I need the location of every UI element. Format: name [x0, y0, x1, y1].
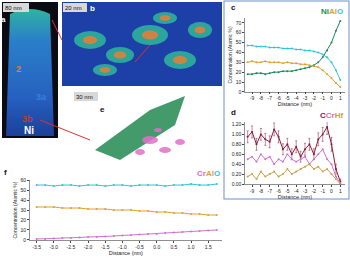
svg-text:-1.5: -1.5 [101, 244, 110, 250]
svg-text:-7: -7 [267, 188, 272, 194]
svg-text:50: 50 [236, 39, 242, 45]
svg-text:-9: -9 [250, 95, 255, 101]
svg-text:e: e [100, 105, 105, 114]
svg-text:Ni: Ni [24, 125, 34, 136]
svg-text:-2.0: -2.0 [84, 244, 93, 250]
svg-text:CCrHf: CCrHf [320, 111, 343, 120]
svg-text:80 nm: 80 nm [5, 5, 22, 11]
svg-text:-9: -9 [250, 188, 255, 194]
svg-text:-4: -4 [294, 95, 299, 101]
svg-text:0.40: 0.40 [232, 161, 242, 167]
svg-text:0.00: 0.00 [232, 181, 242, 187]
svg-text:3a: 3a [36, 92, 47, 102]
svg-text:0: 0 [330, 95, 333, 101]
svg-text:1.20: 1.20 [232, 121, 242, 127]
svg-text:2: 2 [16, 64, 21, 74]
svg-text:20: 20 [236, 69, 242, 75]
svg-text:40: 40 [236, 49, 242, 55]
svg-text:-8: -8 [259, 188, 264, 194]
svg-text:0.0: 0.0 [153, 244, 160, 250]
svg-text:-2: -2 [312, 95, 317, 101]
svg-text:60: 60 [21, 177, 27, 183]
svg-text:c: c [231, 3, 236, 12]
svg-text:0.80: 0.80 [232, 141, 242, 147]
svg-text:0: 0 [23, 237, 26, 243]
svg-text:1: 1 [339, 188, 342, 194]
svg-text:d: d [231, 108, 236, 117]
svg-text:CrAlO: CrAlO [197, 169, 220, 178]
svg-text:-4: -4 [294, 188, 299, 194]
svg-text:10: 10 [21, 227, 27, 233]
svg-text:-5: -5 [285, 95, 290, 101]
svg-text:60: 60 [236, 29, 242, 35]
svg-text:Distance (nm): Distance (nm) [109, 250, 143, 256]
svg-text:10: 10 [236, 79, 242, 85]
svg-text:-3.0: -3.0 [49, 244, 58, 250]
svg-text:0.20: 0.20 [232, 171, 242, 177]
svg-text:0: 0 [330, 188, 333, 194]
svg-text:-1.0: -1.0 [118, 244, 127, 250]
svg-text:1.5: 1.5 [205, 244, 212, 250]
svg-text:-2.5: -2.5 [67, 244, 76, 250]
svg-text:Distance (nm): Distance (nm) [278, 101, 312, 107]
svg-text:-6: -6 [276, 188, 281, 194]
svg-text:70: 70 [236, 20, 242, 26]
svg-text:-3: -3 [303, 188, 308, 194]
svg-text:30: 30 [236, 59, 242, 65]
svg-text:-7: -7 [267, 95, 272, 101]
svg-text:3b: 3b [22, 114, 33, 124]
svg-text:40: 40 [21, 197, 27, 203]
svg-text:-1: -1 [320, 188, 325, 194]
svg-text:30 nm: 30 nm [76, 94, 93, 100]
svg-text:a: a [1, 15, 6, 24]
svg-text:Distance (nm): Distance (nm) [278, 194, 312, 200]
svg-text:-3.5: -3.5 [32, 244, 41, 250]
svg-text:1.0: 1.0 [188, 244, 195, 250]
svg-text:Concentration (Atomic %): Concentration (Atomic %) [12, 181, 18, 238]
svg-text:1: 1 [339, 95, 342, 101]
svg-text:0: 0 [239, 89, 242, 95]
svg-text:50: 50 [21, 187, 27, 193]
svg-text:-0.5: -0.5 [135, 244, 144, 250]
svg-text:30: 30 [21, 207, 27, 213]
svg-text:-8: -8 [259, 95, 264, 101]
svg-text:0.60: 0.60 [232, 151, 242, 157]
svg-text:1.00: 1.00 [232, 131, 242, 137]
svg-text:-3: -3 [303, 95, 308, 101]
svg-text:-6: -6 [276, 95, 281, 101]
svg-text:20: 20 [21, 217, 27, 223]
svg-text:b: b [90, 4, 95, 13]
svg-text:0.5: 0.5 [170, 244, 177, 250]
svg-text:Concentration (Atomic %): Concentration (Atomic %) [227, 26, 233, 83]
svg-text:f: f [4, 168, 7, 177]
svg-text:-5: -5 [285, 188, 290, 194]
svg-text:-1: -1 [320, 95, 325, 101]
svg-text:-2: -2 [312, 188, 317, 194]
svg-text:20 nm: 20 nm [65, 5, 82, 11]
svg-text:NiAlO: NiAlO [321, 7, 343, 16]
